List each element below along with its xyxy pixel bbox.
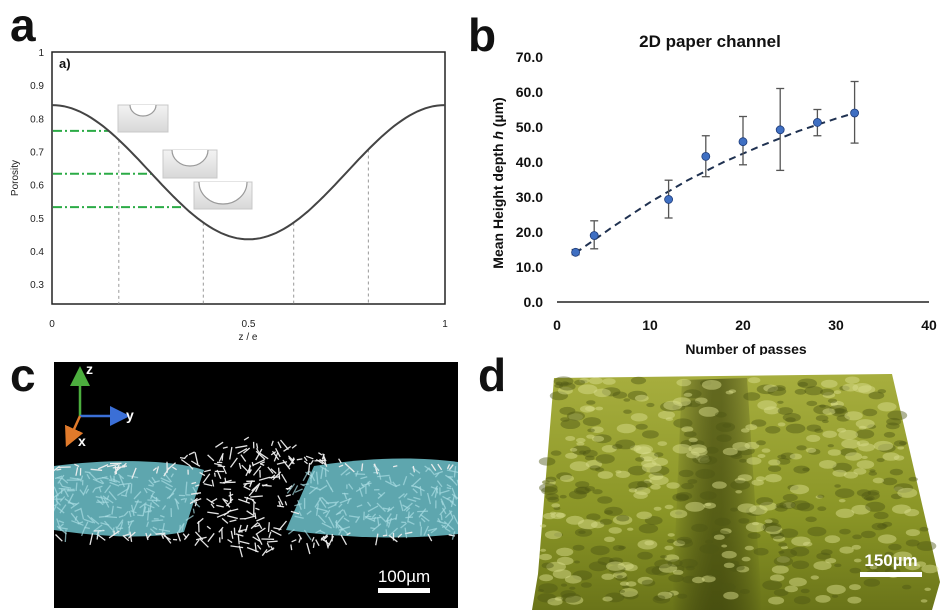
data-point — [571, 247, 580, 257]
y-tick-label: 60.0 — [516, 84, 543, 100]
scale-bar — [378, 588, 430, 593]
panel-letter-b: b — [468, 9, 497, 61]
porosity-chart: a) 1 0.9 0.8 0.7 0.6 0.5 0.4 0.3 0 0.5 1 Porosity… — [10, 48, 448, 343]
x-tick-label: 1 — [442, 319, 448, 330]
x-tick-label: 0 — [553, 317, 561, 333]
y-tick-label: 10.0 — [516, 259, 543, 275]
axis-triad: z y x — [65, 362, 134, 449]
scale-bar — [860, 572, 922, 577]
surface-topography: 150µm — [532, 374, 940, 610]
data-point — [850, 108, 860, 118]
data-point — [775, 125, 785, 135]
y-tick-label: 0.5 — [30, 214, 44, 225]
depth-chart: 2D paper channel Mean Height depth h (µm… — [490, 32, 937, 355]
y-tick-label: 20.0 — [516, 224, 543, 240]
chart-title: 2D paper channel — [639, 32, 781, 51]
y-axis-label: Mean Height depth h (µm) — [490, 97, 506, 268]
x-axis-label: Number of passes — [685, 341, 807, 355]
x-tick-label: 0 — [49, 319, 55, 330]
y-axis-label: y — [126, 407, 134, 423]
channel-profile-icon — [162, 149, 218, 179]
x-tick-label: 10 — [642, 317, 658, 333]
plot-frame — [51, 51, 446, 305]
scale-bar-label: 150µm — [864, 551, 917, 570]
x-tick-label: 20 — [735, 317, 751, 333]
data-point — [589, 231, 599, 240]
data-point — [664, 195, 674, 204]
scale-bar-label: 100µm — [378, 567, 430, 586]
y-tick-label: 50.0 — [516, 119, 543, 135]
data-point — [812, 118, 822, 127]
channel-profile-icon — [117, 104, 169, 133]
trend-line — [575, 112, 855, 254]
y-tick-label: 0.6 — [30, 181, 44, 192]
x-tick-label: 0.5 — [242, 319, 256, 330]
surface-texture — [537, 376, 939, 606]
panel-letter-c: c — [10, 349, 36, 401]
y-tick-label: 40.0 — [516, 154, 543, 170]
y-tick-label: 0.7 — [30, 147, 44, 158]
y-tick-label: 0.8 — [30, 114, 44, 125]
data-point — [701, 151, 711, 161]
panel-letter-d: d — [478, 349, 507, 401]
x-axis-label: z / e — [239, 332, 258, 343]
x-tick-label: 40 — [921, 317, 937, 333]
z-axis-label: z — [86, 362, 93, 377]
panel-letter-a: a — [10, 0, 36, 51]
y-tick-label: 1 — [38, 48, 44, 59]
inset-label: a) — [59, 56, 71, 71]
porosity-curve — [51, 104, 446, 241]
y-tick-label: 0.3 — [30, 280, 44, 291]
y-tick-label: 70.0 — [516, 49, 543, 65]
channel-profile-icon — [193, 181, 253, 210]
x-tick-label: 30 — [828, 317, 844, 333]
microct-cross-section: z y x 100µm — [54, 362, 458, 608]
y-tick-label: 0.9 — [30, 81, 44, 92]
channel-groove — [672, 378, 762, 610]
x-axis-label: x — [78, 433, 86, 449]
fiber-network — [54, 436, 458, 558]
y-tick-label: 0.4 — [30, 247, 44, 258]
y-tick-label: 30.0 — [516, 189, 543, 205]
data-point — [738, 137, 748, 147]
y-tick-label: 0.0 — [524, 294, 544, 310]
y-axis-label: Porosity — [10, 160, 21, 196]
